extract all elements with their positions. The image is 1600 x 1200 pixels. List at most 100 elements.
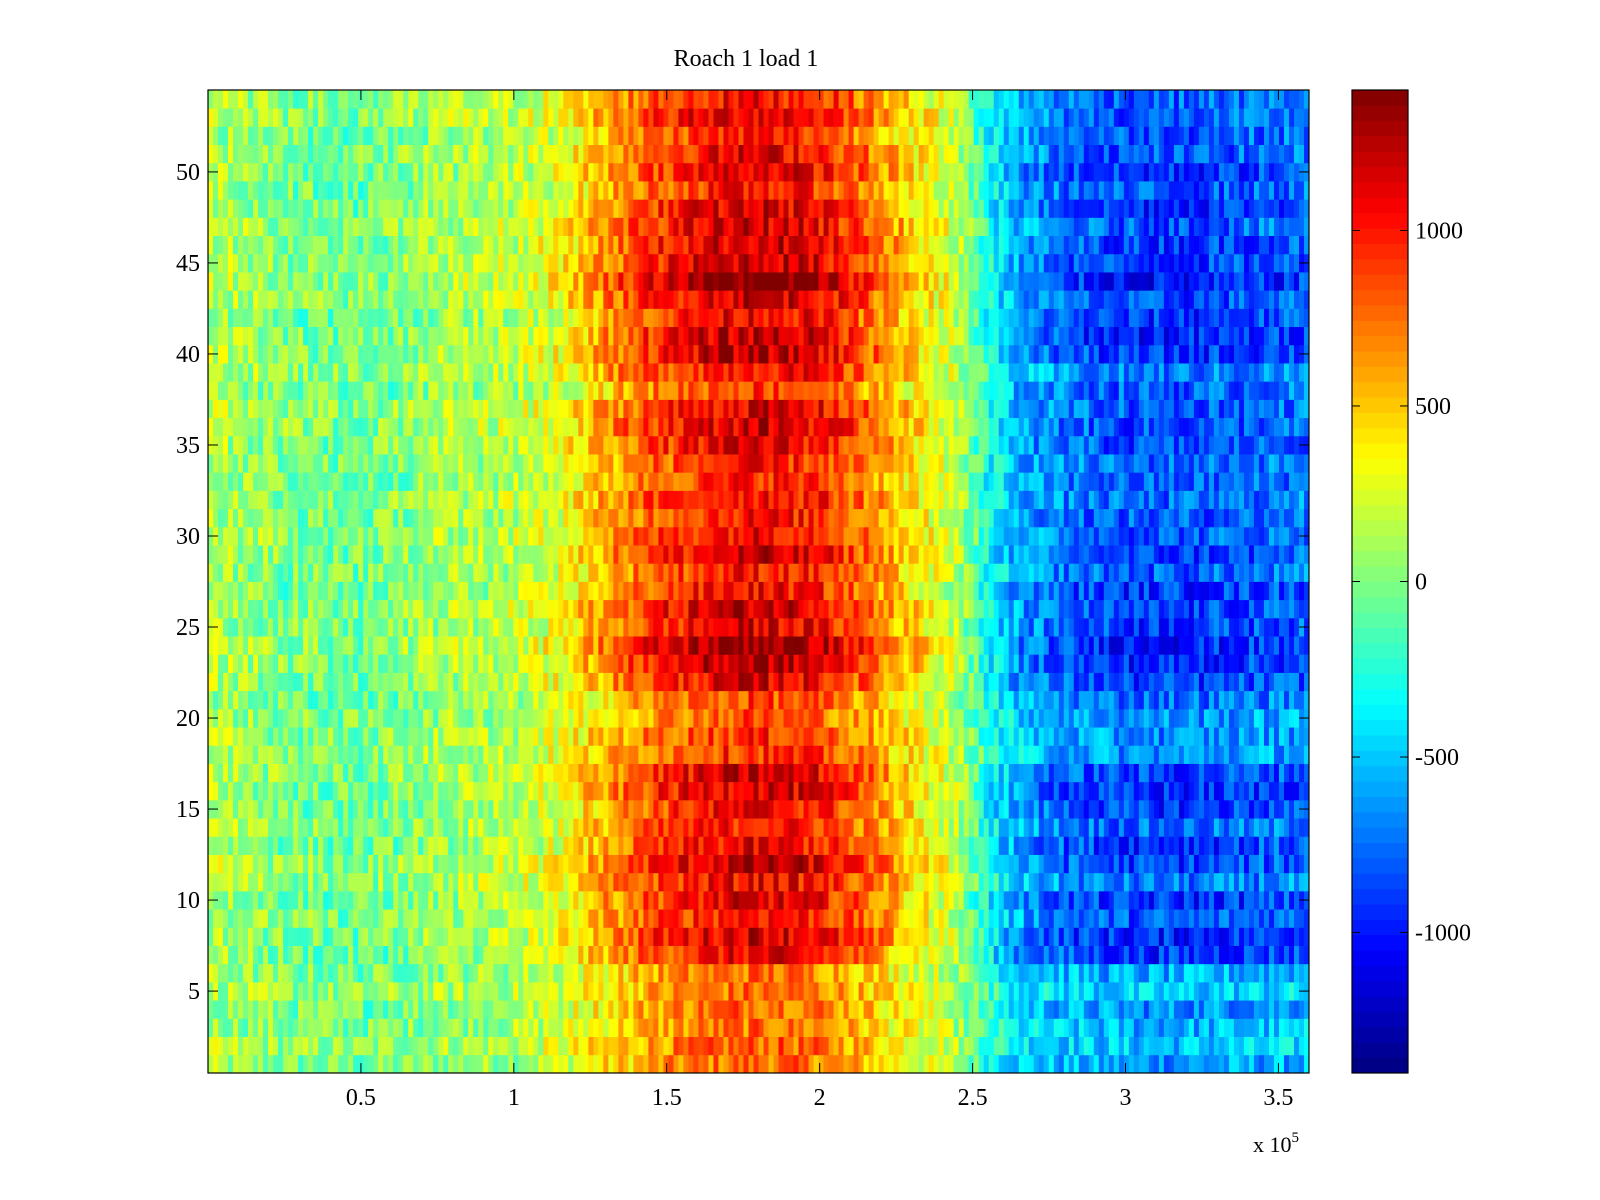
heatmap-cell <box>238 927 244 946</box>
heatmap-cell <box>433 727 439 746</box>
heatmap-cell <box>783 654 789 673</box>
heatmap-cell <box>423 781 429 801</box>
heatmap-cell <box>928 854 935 874</box>
heatmap-cell <box>468 672 474 692</box>
heatmap-cell <box>493 836 499 855</box>
heatmap-cell <box>423 1054 429 1074</box>
heatmap-cell <box>903 727 910 746</box>
heatmap-cell <box>973 981 980 1001</box>
heatmap-cell <box>318 745 324 764</box>
heatmap-cell <box>1263 781 1270 801</box>
heatmap-cell <box>578 1036 584 1056</box>
heatmap-cell <box>328 745 334 764</box>
heatmap-cell <box>1198 727 1205 746</box>
heatmap-cell <box>868 799 874 819</box>
heatmap-cell <box>438 818 444 837</box>
heatmap-cell <box>378 690 384 710</box>
heatmap-cell <box>588 799 594 819</box>
heatmap-cell <box>523 1000 529 1019</box>
heatmap-cell <box>1203 836 1210 855</box>
heatmap-cell <box>413 763 419 783</box>
heatmap-cell <box>898 1054 905 1074</box>
heatmap-cell <box>1263 690 1270 710</box>
heatmap-cell <box>493 927 499 946</box>
heatmap-cell <box>758 963 764 983</box>
heatmap-cell <box>608 945 614 965</box>
heatmap-cell <box>253 963 259 983</box>
heatmap-cell <box>1013 672 1020 692</box>
heatmap-cell <box>1304 1054 1310 1074</box>
heatmap-cell <box>388 836 394 855</box>
heatmap-cell <box>1268 1018 1275 1037</box>
heatmap-cell <box>708 927 714 946</box>
heatmap-cell <box>818 963 824 983</box>
heatmap-cell <box>873 909 879 928</box>
heatmap-cell <box>763 690 769 710</box>
heatmap-cell <box>688 1000 694 1019</box>
heatmap-cell <box>953 890 960 910</box>
heatmap-cell <box>1008 963 1015 983</box>
heatmap-cell <box>708 763 714 783</box>
heatmap-cell <box>1248 836 1255 855</box>
heatmap-cell <box>288 927 294 946</box>
heatmap-cell <box>348 763 354 783</box>
heatmap-cell <box>613 1018 619 1037</box>
heatmap-cell <box>1163 854 1170 874</box>
heatmap-cell <box>788 672 794 692</box>
heatmap-cell <box>343 708 349 728</box>
heatmap-cell <box>928 909 935 928</box>
heatmap-cell <box>638 763 644 783</box>
heatmap-cell <box>748 1036 754 1056</box>
heatmap-cell <box>648 981 654 1001</box>
heatmap-cell <box>793 1000 799 1019</box>
heatmap-cell <box>403 672 409 692</box>
heatmap-cell <box>1118 1018 1125 1037</box>
heatmap-cell <box>643 727 649 746</box>
heatmap-cell <box>863 1000 869 1019</box>
heatmap-cell <box>1078 745 1085 764</box>
heatmap-cell <box>943 727 950 746</box>
heatmap-cell <box>458 1054 464 1074</box>
heatmap-cell <box>783 981 789 1001</box>
heatmap-cell <box>353 1000 359 1019</box>
heatmap-cell <box>478 1036 484 1056</box>
heatmap-cell <box>743 854 749 874</box>
heatmap-cell <box>523 763 529 783</box>
heatmap-cell <box>358 1036 364 1056</box>
heatmap-cell <box>728 1054 734 1074</box>
heatmap-cell <box>923 945 930 965</box>
heatmap-cell <box>688 909 694 928</box>
heatmap-cell <box>658 818 664 837</box>
heatmap-cell <box>743 981 749 1001</box>
heatmap-cell <box>988 672 995 692</box>
heatmap-cell <box>1233 927 1240 946</box>
heatmap-cell <box>1213 1018 1220 1037</box>
heatmap-cell <box>693 836 699 855</box>
heatmap-cell <box>393 1000 399 1019</box>
heatmap-cell <box>788 763 794 783</box>
heatmap-cell <box>428 1000 434 1019</box>
heatmap-cell <box>1043 890 1050 910</box>
heatmap-cell <box>408 963 414 983</box>
heatmap-cell <box>378 818 384 837</box>
heatmap-cell <box>713 745 719 764</box>
heatmap-cell <box>333 927 339 946</box>
heatmap-cell <box>243 763 249 783</box>
heatmap-cell <box>993 818 1000 837</box>
heatmap-cell <box>1263 818 1270 837</box>
heatmap-cell <box>258 963 264 983</box>
heatmap-cell <box>738 818 744 837</box>
heatmap-cell <box>768 745 774 764</box>
heatmap-cell <box>993 927 1000 946</box>
heatmap-cell <box>1098 763 1105 783</box>
heatmap-cell <box>668 708 674 728</box>
heatmap-cell <box>503 927 509 946</box>
heatmap-cell <box>753 672 759 692</box>
heatmap-cell <box>953 1018 960 1037</box>
heatmap-cell <box>1178 690 1185 710</box>
heatmap-cell <box>473 1036 479 1056</box>
heatmap-cell <box>903 945 910 965</box>
heatmap-cell <box>793 763 799 783</box>
heatmap-cell <box>913 1054 920 1074</box>
heatmap-cell <box>228 763 234 783</box>
